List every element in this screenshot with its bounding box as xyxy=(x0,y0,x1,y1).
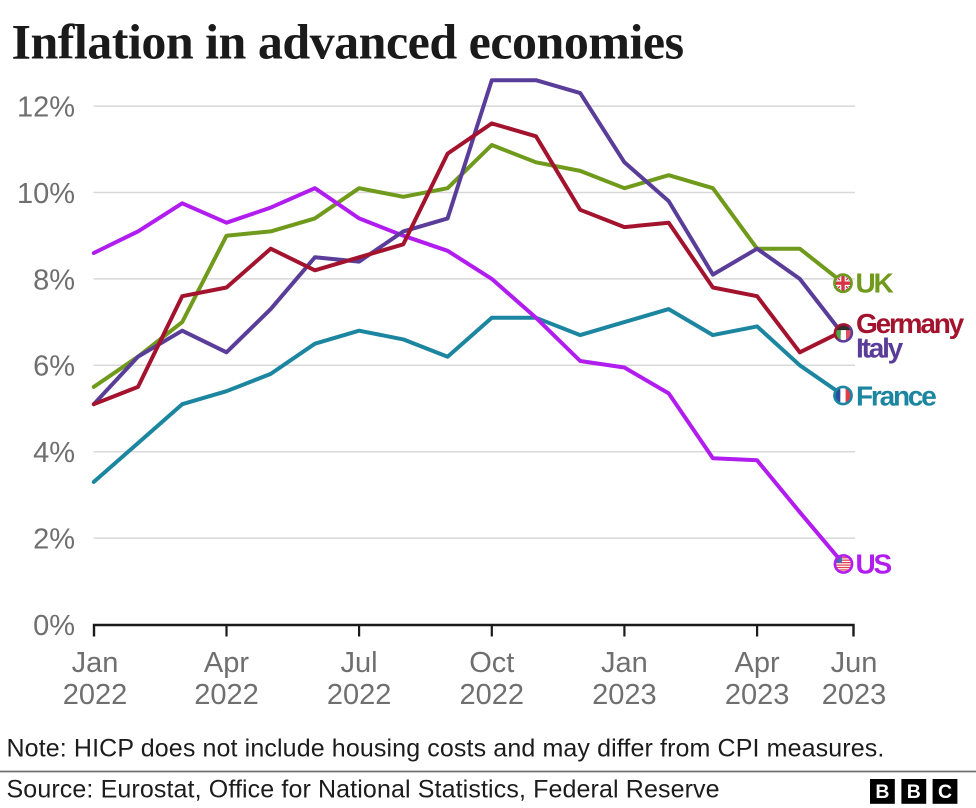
svg-text:Germany: Germany xyxy=(856,308,965,339)
svg-text:Oct: Oct xyxy=(469,647,514,679)
svg-text:2022: 2022 xyxy=(327,679,392,711)
svg-text:2023: 2023 xyxy=(725,679,790,711)
svg-text:Apr: Apr xyxy=(735,647,780,679)
svg-text:France: France xyxy=(856,381,936,412)
svg-text:Jul: Jul xyxy=(341,647,378,679)
svg-text:Source: Eurostat, Office for N: Source: Eurostat, Office for National St… xyxy=(7,776,720,804)
svg-text:Jan: Jan xyxy=(72,647,119,679)
svg-text:Inflation in advanced economie: Inflation in advanced economies xyxy=(12,14,684,70)
svg-text:6%: 6% xyxy=(33,351,75,383)
svg-text:Jan: Jan xyxy=(601,647,648,679)
svg-text:Italy: Italy xyxy=(856,333,904,364)
svg-text:Note: HICP does not include ho: Note: HICP does not include housing cost… xyxy=(7,735,885,763)
svg-text:2%: 2% xyxy=(33,524,75,556)
svg-text:0%: 0% xyxy=(33,610,75,642)
svg-text:B: B xyxy=(875,781,889,803)
svg-text:8%: 8% xyxy=(33,264,75,296)
svg-text:2022: 2022 xyxy=(460,679,525,711)
svg-text:B: B xyxy=(907,781,921,803)
svg-text:2022: 2022 xyxy=(194,679,259,711)
svg-text:UK: UK xyxy=(856,268,894,299)
svg-text:Apr: Apr xyxy=(204,647,249,679)
svg-text:2022: 2022 xyxy=(63,679,128,711)
svg-text:12%: 12% xyxy=(17,92,75,124)
svg-text:10%: 10% xyxy=(17,178,75,210)
svg-text:Jun: Jun xyxy=(831,647,878,679)
svg-text:C: C xyxy=(938,781,952,803)
svg-text:2023: 2023 xyxy=(822,679,887,711)
svg-text:US: US xyxy=(856,549,892,580)
svg-text:4%: 4% xyxy=(33,437,75,469)
svg-text:2023: 2023 xyxy=(592,679,657,711)
